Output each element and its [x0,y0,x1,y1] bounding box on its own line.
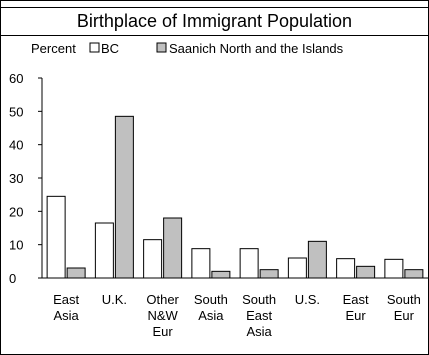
y-tick-label: 10 [9,238,23,253]
legend-swatch-bc [89,42,100,53]
y-tick-label: 50 [9,104,23,119]
bar-bc [239,248,259,279]
y-axis-label: Percent [31,41,76,56]
x-category-label: South Eur [387,292,421,323]
y-tick-label: 20 [9,204,23,219]
x-category-label: East Asia [53,292,79,323]
chart-title: Birthplace of Immigrant Population [1,7,428,36]
x-category-label: U.K. [102,292,127,307]
top-border-band [1,1,428,8]
bar-saanich [259,269,279,279]
bar-bc [191,248,211,279]
x-category-label: Other N&W Eur [146,292,179,339]
bar-saanich [404,269,424,279]
bar-saanich [307,240,327,279]
legend-swatch-saanich [156,42,167,53]
bar-bc [336,258,356,279]
legend-label-bc: BC [101,41,119,56]
bar-bc [287,257,307,279]
y-tick-label: 60 [9,71,23,86]
bar-bc [143,239,163,279]
bar-saanich [211,270,231,279]
y-tick-label: 40 [9,138,23,153]
x-category-label: East Eur [343,292,369,323]
bar-bc [94,222,114,279]
bar-saanich [66,267,86,279]
x-category-label: South East Asia [242,292,276,339]
x-category-label: South Asia [194,292,228,323]
plot-area: 0 10 20 30 40 50 60 East Asia U.K. Other N&W Eur Sout… [9,71,428,339]
x-category-label: U.S. [295,292,320,307]
bar-saanich [163,217,183,279]
y-tick-label: 30 [9,171,23,186]
bar-saanich [356,265,376,279]
bar-saanich [114,115,134,279]
legend: Percent BC Saanich North and the Islands [31,41,344,56]
y-tick-label: 0 [9,271,16,286]
bar-bc [384,258,404,279]
bar-bc [46,195,66,279]
legend-label-saanich: Saanich North and the Islands [169,41,344,56]
